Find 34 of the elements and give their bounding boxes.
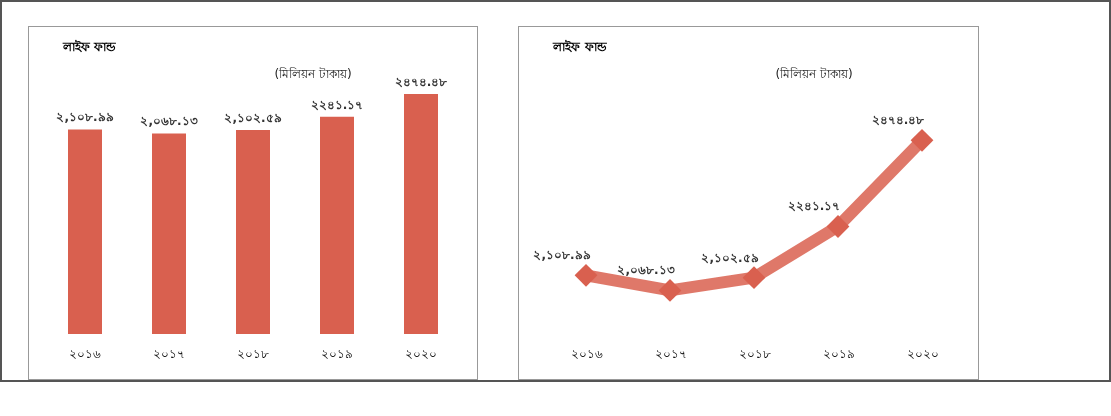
x-tick-label: ২০১৭ (654, 346, 687, 361)
x-tick-label: ২০১৮ (738, 346, 771, 361)
bar (404, 94, 438, 334)
x-tick-label: ২০১৬ (69, 346, 101, 361)
bar (236, 130, 270, 334)
x-tick-label: ২০১৭ (153, 346, 185, 361)
data-label: ২২৪১.১৭ (310, 97, 364, 112)
bar (68, 129, 102, 334)
data-label: ২,১০২.৫৯ (224, 111, 282, 126)
x-tick-label: ২০১৮ (237, 346, 269, 361)
point (658, 278, 682, 302)
bar (320, 116, 354, 334)
text: (মিলিয়ন টাকায়) (775, 67, 853, 81)
data-label: ২,১০৮.৯৯ (56, 110, 114, 125)
x-tick-label: ২০২০ (405, 346, 437, 361)
data-label: ২৪৭৪.৪৮ (394, 75, 448, 89)
data-label: ২২৪১.১৭ (787, 199, 841, 214)
point (910, 128, 934, 152)
x-tick-label: ২০১৯ (321, 346, 353, 361)
point (826, 215, 850, 238)
x-tick-label: ২০১৬ (570, 346, 603, 361)
x-tick-label: ২০২০ (906, 346, 939, 361)
point (574, 263, 598, 287)
bar (152, 133, 186, 334)
data-label: ২,১০২.৫৯ (701, 250, 759, 265)
data-label: ২,০৬৮.১৩ (617, 263, 675, 278)
data-label: ২৪৭৪.৪৮ (871, 113, 925, 128)
x-tick-label: ২০১৯ (822, 346, 855, 361)
data-label: ২,০৬৮.১৩ (140, 114, 198, 129)
text: (মিলিয়ন টাকায়) (274, 67, 352, 81)
chart-title: লাইফ ফান্ড (62, 39, 117, 54)
point (742, 266, 766, 290)
data-label: ২,১০৮.৯৯ (533, 248, 591, 263)
chart-title: লাইফ ফান্ড (552, 39, 607, 54)
